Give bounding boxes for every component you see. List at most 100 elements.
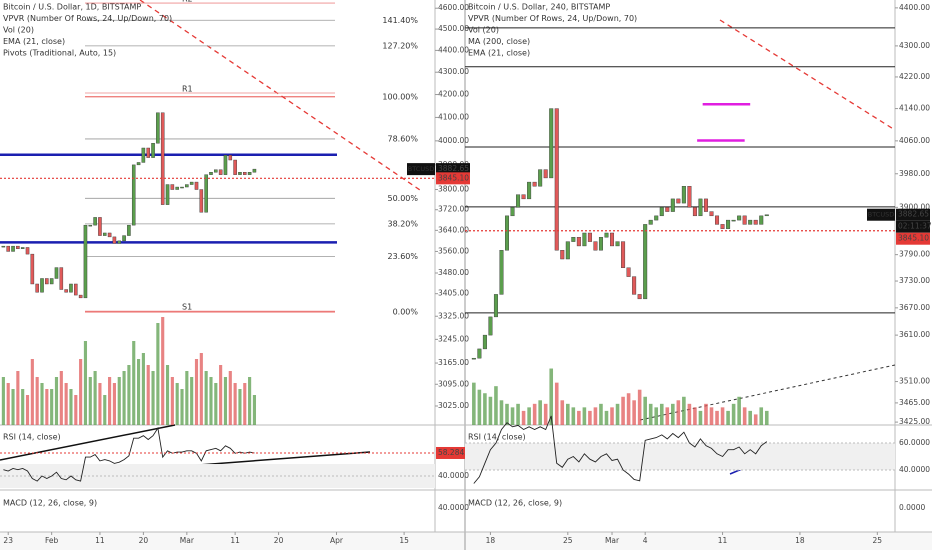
candle bbox=[54, 267, 59, 279]
x-tick-label: 11 bbox=[230, 536, 240, 545]
candle bbox=[648, 219, 653, 225]
y-tick-label: 3165.00 bbox=[438, 358, 469, 367]
volume-bar bbox=[146, 365, 150, 425]
candle bbox=[170, 184, 175, 190]
fib-label: 0.00% bbox=[393, 307, 419, 316]
volume-bar bbox=[499, 400, 504, 425]
volume-bar bbox=[687, 403, 692, 425]
price-tag-bg bbox=[436, 163, 470, 176]
volume-bar bbox=[228, 371, 232, 425]
volume-bar bbox=[165, 365, 170, 425]
candle bbox=[247, 172, 252, 175]
volume-bar bbox=[98, 383, 102, 425]
volume-bar bbox=[233, 383, 237, 425]
symbol-tag-bg bbox=[407, 163, 435, 176]
volume-bar bbox=[21, 389, 25, 425]
volume-bar bbox=[54, 377, 59, 425]
candle bbox=[610, 232, 615, 247]
volume-bar bbox=[117, 377, 121, 425]
candle bbox=[185, 184, 189, 188]
volume-bar bbox=[566, 403, 570, 425]
candle bbox=[74, 283, 78, 296]
candle bbox=[122, 235, 126, 242]
candle bbox=[83, 224, 88, 299]
candle bbox=[748, 219, 753, 225]
volume-bar bbox=[175, 383, 179, 425]
volume-bar bbox=[45, 389, 49, 425]
macd-tick-label: 0.0000 bbox=[899, 503, 925, 512]
legend-line: EMA (21, close) bbox=[3, 37, 65, 46]
trend-line bbox=[719, 19, 896, 131]
volume-bar bbox=[180, 389, 184, 425]
fib-label: 127.20% bbox=[382, 41, 418, 50]
x-tick-label: 11 bbox=[95, 536, 105, 545]
candle bbox=[107, 232, 112, 238]
volume-bar bbox=[161, 317, 165, 425]
candle bbox=[127, 224, 131, 236]
volume-bar bbox=[204, 371, 208, 425]
candle bbox=[764, 214, 769, 217]
rsi-label: RSI (14, close) bbox=[468, 433, 526, 442]
volume-bar bbox=[720, 407, 725, 425]
y-tick-label: 3980.00 bbox=[899, 169, 930, 178]
y-tick-label: 4300.00 bbox=[438, 67, 469, 76]
candle bbox=[687, 186, 692, 208]
y-tick-label: 3640.00 bbox=[438, 225, 469, 234]
y-tick-label: 4000.00 bbox=[438, 136, 469, 145]
candle bbox=[731, 219, 736, 222]
fib-label: 141.40% bbox=[382, 16, 418, 25]
rsi-label: RSI (14, close) bbox=[3, 433, 61, 442]
volume-bar bbox=[742, 407, 747, 425]
candle bbox=[228, 154, 233, 161]
candle bbox=[582, 232, 587, 247]
volume-bar bbox=[671, 403, 675, 425]
volume-bar bbox=[637, 389, 642, 425]
y-tick-label: 3670.00 bbox=[899, 303, 930, 312]
volume-bar bbox=[112, 383, 116, 425]
symbol-tag-bg bbox=[867, 208, 895, 221]
candle bbox=[25, 247, 30, 255]
x-tick-label: 20 bbox=[274, 536, 284, 545]
fib-label: 50.00% bbox=[387, 194, 418, 203]
candle bbox=[576, 237, 581, 247]
fib-label: 78.60% bbox=[387, 134, 418, 143]
y-tick-label: 3900.00 bbox=[899, 202, 930, 211]
volume-bar bbox=[571, 407, 576, 425]
fib-label: 23.60% bbox=[387, 252, 418, 261]
candle bbox=[565, 241, 570, 260]
candle bbox=[737, 215, 742, 221]
trend-line bbox=[139, 0, 421, 191]
candle bbox=[112, 236, 117, 244]
volume-bar bbox=[122, 371, 126, 425]
candle bbox=[510, 207, 515, 217]
x-tick-label: 23 bbox=[3, 536, 13, 545]
y-tick-label: 4600.00 bbox=[438, 3, 469, 12]
y-tick-label: 4300.00 bbox=[899, 41, 930, 50]
candle bbox=[615, 241, 620, 247]
candle bbox=[681, 186, 686, 204]
candle bbox=[59, 267, 64, 290]
macd-label: MACD (12, 26, close, 9) bbox=[468, 499, 562, 508]
candle bbox=[532, 181, 537, 187]
candle bbox=[214, 169, 218, 173]
candle bbox=[204, 174, 208, 213]
volume-bar bbox=[759, 407, 764, 425]
candle bbox=[160, 112, 165, 205]
volume-bar bbox=[554, 382, 559, 425]
volume-bar bbox=[610, 407, 614, 425]
macd-label: MACD (12, 26, close, 9) bbox=[3, 499, 97, 508]
volume-bar bbox=[103, 395, 107, 425]
candle bbox=[482, 334, 487, 350]
volume-bar bbox=[194, 359, 199, 425]
candle bbox=[238, 172, 242, 175]
y-tick-label: 4200.00 bbox=[438, 90, 469, 99]
volume-bar bbox=[151, 371, 155, 425]
candle bbox=[1, 245, 6, 248]
candle bbox=[554, 108, 559, 251]
pivot-label: R1 bbox=[182, 84, 193, 93]
volume-bar bbox=[238, 389, 242, 425]
volume-bar bbox=[737, 396, 741, 425]
volume-bar bbox=[659, 403, 664, 425]
candle bbox=[527, 181, 532, 200]
